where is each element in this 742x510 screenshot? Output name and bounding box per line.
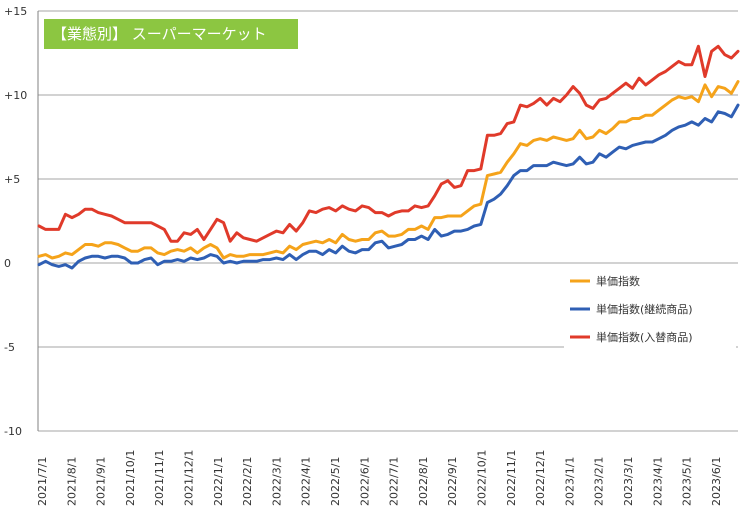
x-tick-label: 2022/1/1 — [212, 457, 225, 506]
x-tick-label: 2021/9/1 — [95, 457, 108, 506]
y-axis-ticks: +15 +10 +5 0 -5 -10 — [4, 5, 27, 438]
x-tick-label: 2021/8/1 — [65, 457, 78, 506]
x-tick-label: 2022/5/1 — [329, 457, 342, 506]
series-line-1 — [37, 103, 740, 270]
legend-label: 単価指数(継続商品) — [596, 302, 693, 316]
series-line-2 — [37, 44, 740, 243]
x-tick-label: 2022/3/1 — [270, 457, 283, 506]
x-tick-label: 2021/7/1 — [36, 457, 49, 506]
x-tick-label: 2023/2/1 — [593, 457, 606, 506]
x-tick-label: 2021/10/1 — [124, 450, 137, 506]
series-line-0 — [37, 80, 740, 260]
x-tick-label: 2023/3/1 — [622, 457, 635, 506]
legend-background — [564, 270, 736, 292]
x-tick-label: 2023/1/1 — [563, 457, 576, 506]
x-axis-ticks: 2021/7/1 2021/8/1 2021/9/1 2021/10/1 2021/11… — [36, 450, 723, 506]
x-tick-label: 2021/11/1 — [153, 450, 166, 506]
x-tick-label: 2023/6/1 — [710, 457, 723, 506]
grid-lines — [37, 10, 738, 432]
x-tick-label: 2022/7/1 — [388, 457, 401, 506]
y-tick-label: +10 — [4, 89, 27, 102]
y-tick-label: -5 — [4, 341, 15, 354]
y-tick-label: +5 — [4, 173, 20, 186]
y-tick-label: -10 — [4, 425, 22, 438]
x-tick-label: 2021/12/1 — [183, 450, 196, 506]
x-tick-label: 2022/2/1 — [241, 457, 254, 506]
x-tick-label: 2022/4/1 — [300, 457, 313, 506]
x-tick-label: 2022/9/1 — [446, 457, 459, 506]
x-tick-label: 2023/4/1 — [651, 457, 664, 506]
chart-title: 【業態別】 スーパーマーケット — [44, 19, 298, 49]
legend-label: 単価指数(入替商品) — [596, 330, 693, 344]
y-tick-label: +15 — [4, 5, 27, 18]
x-tick-label: 2022/10/1 — [476, 450, 489, 506]
series-lines — [37, 44, 740, 270]
x-tick-label: 2022/12/1 — [534, 450, 547, 506]
y-tick-label: 0 — [4, 257, 11, 270]
legend-label: 単価指数 — [596, 274, 640, 288]
x-tick-label: 2022/11/1 — [505, 450, 518, 506]
x-tick-label: 2022/6/1 — [358, 457, 371, 506]
x-tick-label: 2023/5/1 — [681, 457, 694, 506]
legend-background — [564, 326, 736, 348]
legend-background — [564, 298, 736, 320]
x-tick-label: 2022/8/1 — [417, 457, 430, 506]
